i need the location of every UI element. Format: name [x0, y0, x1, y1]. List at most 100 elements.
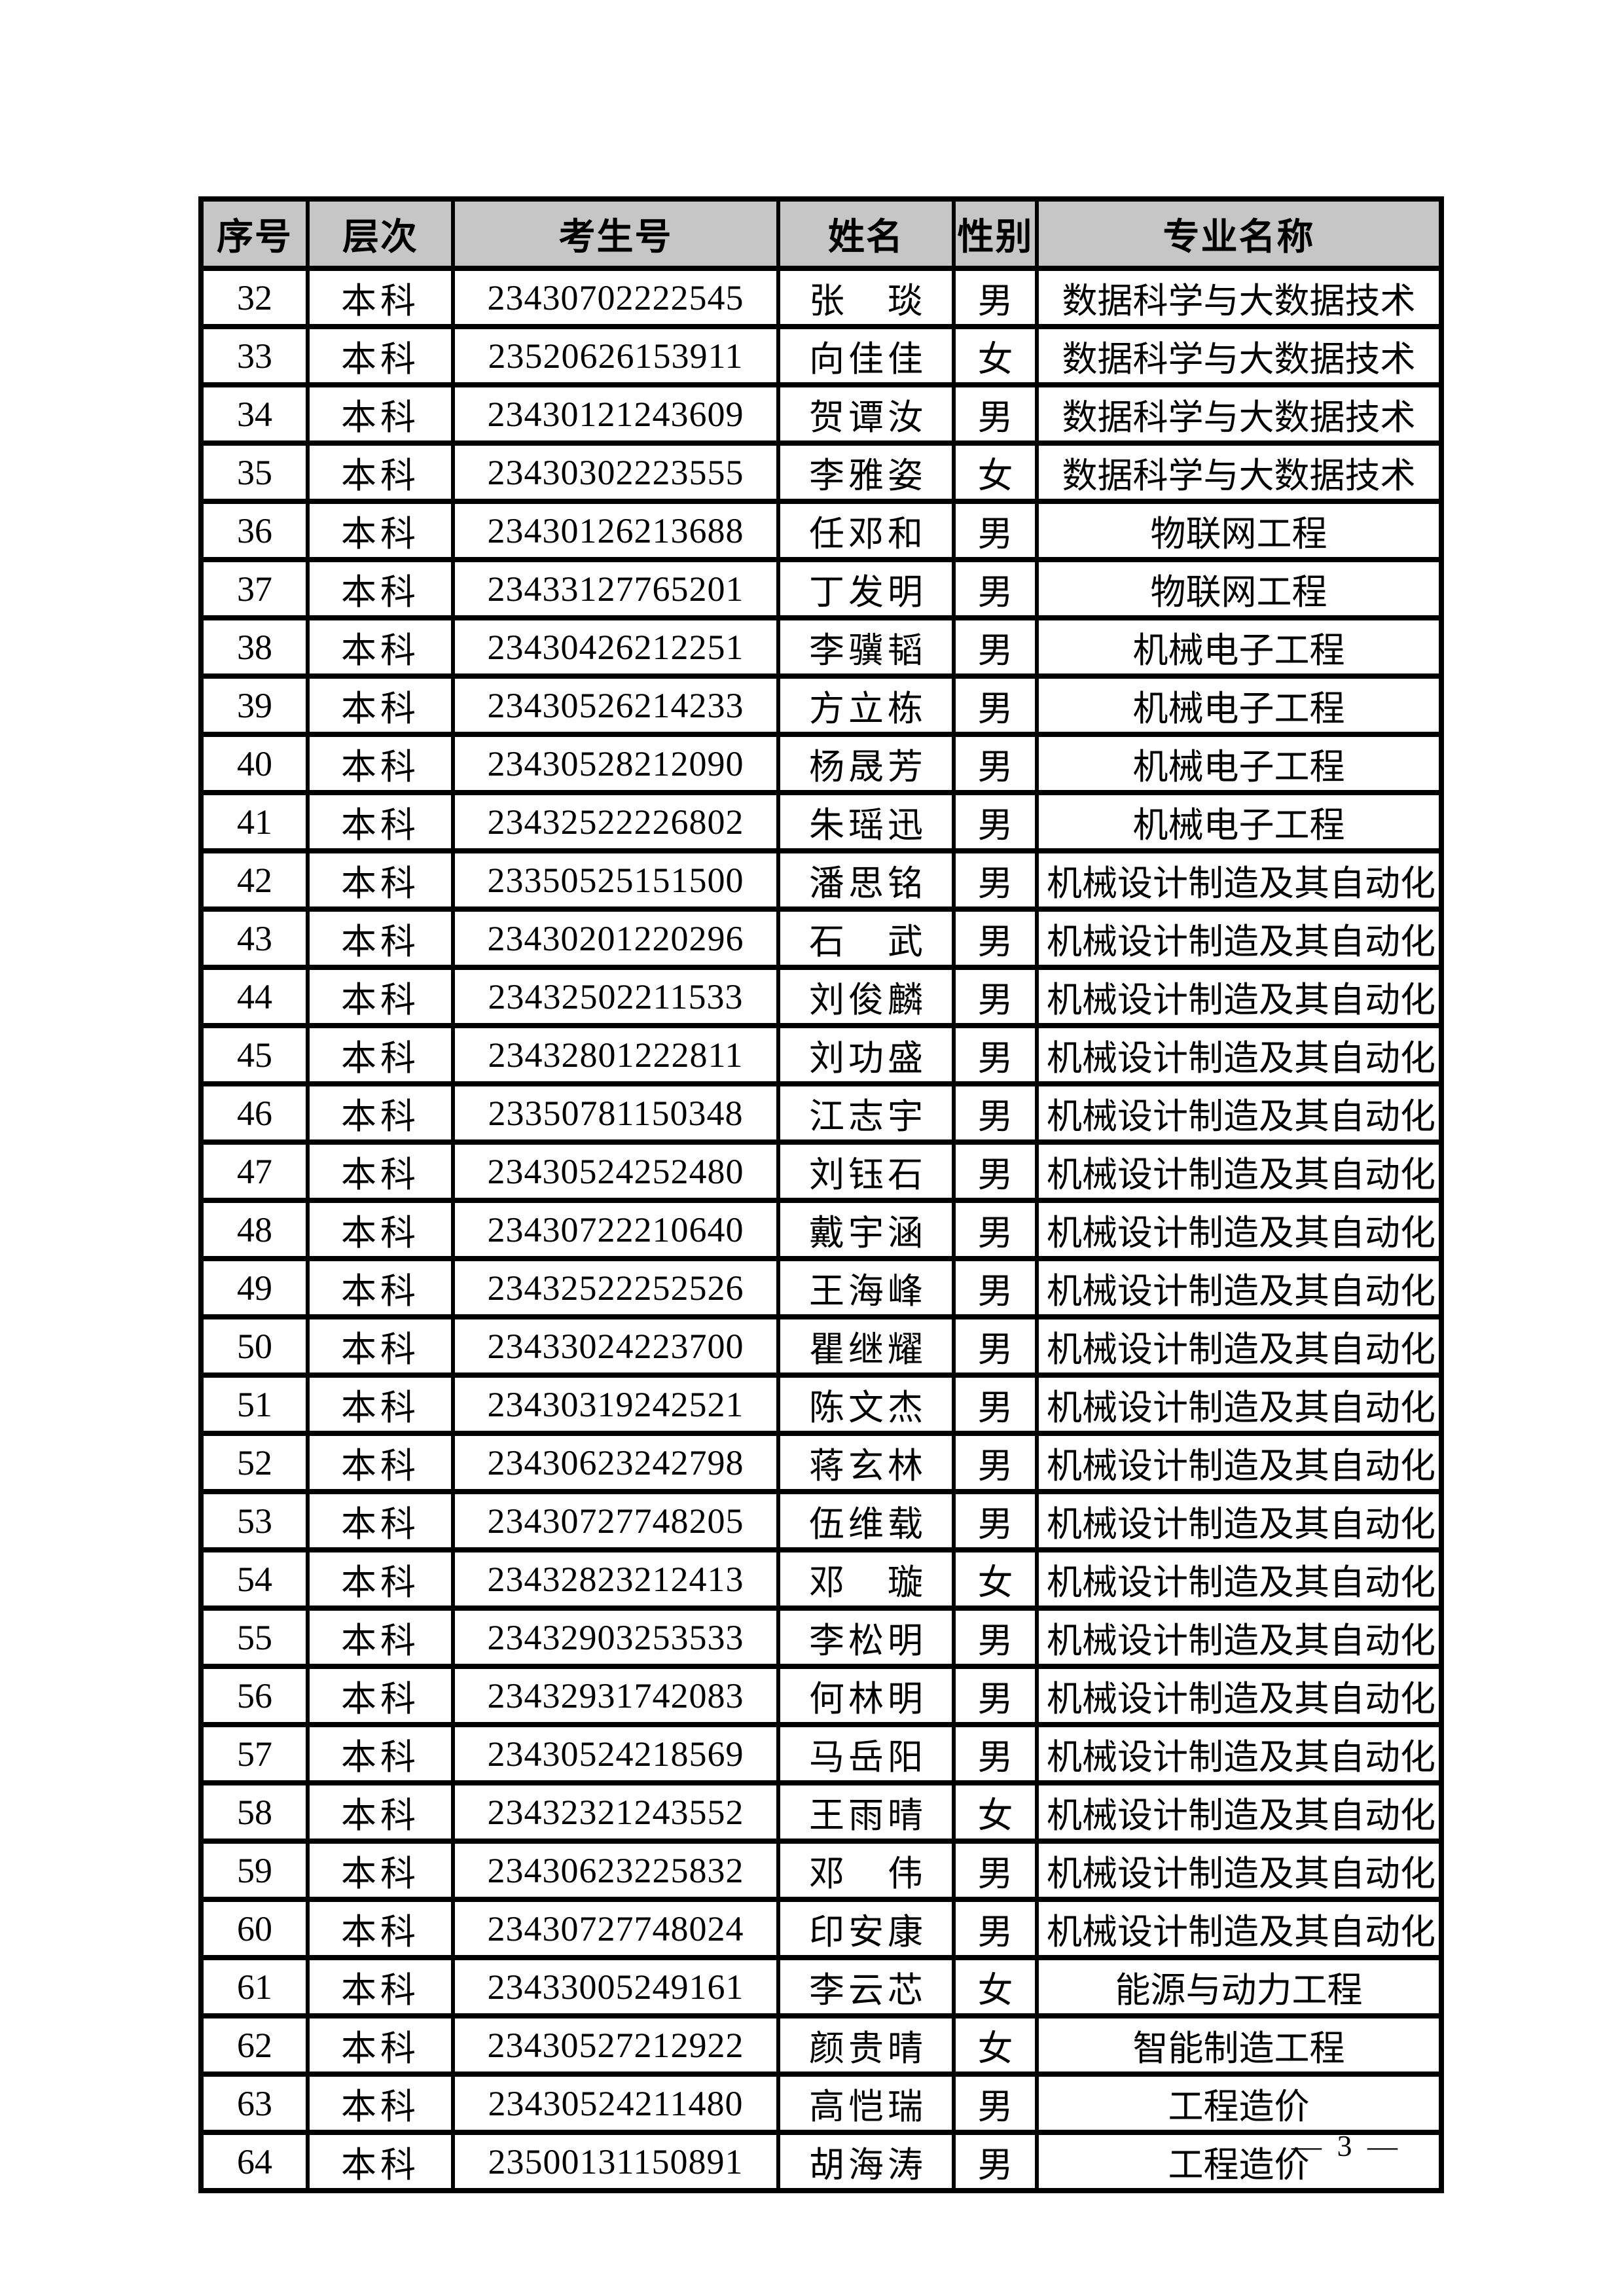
cell-seq: 55: [199, 1605, 310, 1669]
cell-candidate-no: 23430121243609: [451, 382, 780, 446]
table-row: 32 本科 23430702222545 张 琰男数据科学与大数据技术: [199, 266, 1443, 329]
table-row: 49 本科 23432522252526 王海峰男机械设计制造及其自动化: [199, 1256, 1443, 1319]
cell-name: 朱瑶迅: [776, 790, 956, 853]
cell-name: 王雨晴: [776, 1780, 956, 1844]
cell-candidate-no: 23350781150348: [451, 1081, 780, 1145]
cell-level: 本科: [306, 2072, 455, 2135]
cell-seq: 50: [199, 1314, 310, 1378]
cell-candidate-no: 23430623242798: [451, 1431, 780, 1494]
table-row: 51 本科 23430319242521 陈文杰男机械设计制造及其自动化: [199, 1372, 1443, 1436]
cell-seq: 49: [199, 1256, 310, 1319]
cell-seq: 34: [199, 382, 310, 446]
cell-seq: 52: [199, 1431, 310, 1494]
cell-name: 印安康: [776, 1897, 956, 1960]
cell-seq: 45: [199, 1023, 310, 1086]
cell-name: 邓 伟: [776, 1839, 956, 1902]
cell-seq: 51: [199, 1372, 310, 1436]
cell-gender: 女: [952, 1547, 1039, 1611]
cell-candidate-no: 23430702222545: [451, 266, 780, 329]
cell-candidate-no: 23432801222811: [451, 1023, 780, 1086]
cell-seq: 62: [199, 2013, 310, 2077]
cell-major: 工程造价: [1035, 2130, 1443, 2193]
cell-level: 本科: [306, 1081, 455, 1145]
cell-major: 机械设计制造及其自动化: [1035, 1314, 1443, 1378]
cell-candidate-no: 23432522252526: [451, 1256, 780, 1319]
table-row: 42 本科 23350525151500 潘思铭男机械设计制造及其自动化: [199, 848, 1443, 912]
cell-gender: 男: [952, 557, 1039, 620]
cell-major: 物联网工程: [1035, 499, 1443, 562]
cell-level: 本科: [306, 1839, 455, 1902]
table-row: 45 本科 23432801222811 刘功盛男机械设计制造及其自动化: [199, 1023, 1443, 1086]
cell-level: 本科: [306, 2130, 455, 2193]
cell-name: 杨晟芳: [776, 732, 956, 795]
cell-level: 本科: [306, 266, 455, 329]
table-row: 62 本科 23430527212922 颜贵晴女智能制造工程: [199, 2013, 1443, 2077]
cell-gender: 男: [952, 2130, 1039, 2193]
cell-gender: 男: [952, 732, 1039, 795]
cell-major: 机械设计制造及其自动化: [1035, 1081, 1443, 1145]
table-row: 54 本科 23432823212413 邓 璇女机械设计制造及其自动化: [199, 1547, 1443, 1611]
table-row: 35 本科 23430302223555 李雅姿女数据科学与大数据技术: [199, 440, 1443, 504]
cell-level: 本科: [306, 1897, 455, 1960]
cell-seq: 39: [199, 673, 310, 737]
cell-name: 丁发明: [776, 557, 956, 620]
cell-name: 王海峰: [776, 1256, 956, 1319]
cell-seq: 37: [199, 557, 310, 620]
cell-seq: 58: [199, 1780, 310, 1844]
table-row: 53 本科 23430727748205 伍维载男机械设计制造及其自动化: [199, 1489, 1443, 1552]
cell-level: 本科: [306, 1605, 455, 1669]
table-row: 40 本科 23430528212090 杨晟芳男机械电子工程: [199, 732, 1443, 795]
cell-name: 邓 璇: [776, 1547, 956, 1611]
cell-gender: 男: [952, 266, 1039, 329]
cell-major: 机械设计制造及其自动化: [1035, 1839, 1443, 1902]
cell-candidate-no: 23432823212413: [451, 1547, 780, 1611]
cell-level: 本科: [306, 1023, 455, 1086]
cell-candidate-no: 23430623225832: [451, 1839, 780, 1902]
table-row: 46 本科 23350781150348 江志宇男机械设计制造及其自动化: [199, 1081, 1443, 1145]
cell-name: 刘钰石: [776, 1139, 956, 1203]
cell-gender: 女: [952, 440, 1039, 504]
cell-gender: 女: [952, 2013, 1039, 2077]
cell-gender: 男: [952, 1314, 1039, 1378]
cell-candidate-no: 23430201220296: [451, 906, 780, 970]
cell-seq: 32: [199, 266, 310, 329]
cell-level: 本科: [306, 1547, 455, 1611]
table-row: 41 本科 23432522226802 朱瑶迅男机械电子工程: [199, 790, 1443, 853]
cell-major: 数据科学与大数据技术: [1035, 324, 1443, 387]
cell-seq: 53: [199, 1489, 310, 1552]
cell-name: 马岳阳: [776, 1722, 956, 1785]
cell-level: 本科: [306, 499, 455, 562]
cell-major: 机械设计制造及其自动化: [1035, 965, 1443, 1028]
cell-seq: 47: [199, 1139, 310, 1203]
cell-name: 任邓和: [776, 499, 956, 562]
cell-gender: 男: [952, 1664, 1039, 1727]
cell-candidate-no: 23520626153911: [451, 324, 780, 387]
table-row: 58 本科 23432321243552 王雨晴女机械设计制造及其自动化: [199, 1780, 1443, 1844]
cell-candidate-no: 23432931742083: [451, 1664, 780, 1727]
cell-level: 本科: [306, 1780, 455, 1844]
cell-name: 高恺瑞: [776, 2072, 956, 2135]
cell-candidate-no: 23432903253533: [451, 1605, 780, 1669]
cell-seq: 41: [199, 790, 310, 853]
header-cell-seq: 序号: [199, 196, 310, 271]
table-row: 44 本科 23432502211533 刘俊麟男机械设计制造及其自动化: [199, 965, 1443, 1028]
cell-candidate-no: 23432522226802: [451, 790, 780, 853]
cell-candidate-no: 23430727748024: [451, 1897, 780, 1960]
cell-gender: 男: [952, 615, 1039, 679]
cell-level: 本科: [306, 790, 455, 853]
cell-major: 机械设计制造及其自动化: [1035, 1256, 1443, 1319]
cell-level: 本科: [306, 2013, 455, 2077]
table-row: 61 本科 23433005249161 李云芯女能源与动力工程: [199, 1955, 1443, 2018]
table-row: 39 本科 23430526214233 方立栋男机械电子工程: [199, 673, 1443, 737]
cell-level: 本科: [306, 1198, 455, 1261]
cell-level: 本科: [306, 965, 455, 1028]
table-row: 59 本科 23430623225832 邓 伟男机械设计制造及其自动化: [199, 1839, 1443, 1902]
table-row: 37 本科 23433127765201 丁发明男物联网工程: [199, 557, 1443, 620]
cell-seq: 64: [199, 2130, 310, 2193]
cell-major: 机械电子工程: [1035, 673, 1443, 737]
cell-name: 刘俊麟: [776, 965, 956, 1028]
table-row: 33 本科 23520626153911 向佳佳女数据科学与大数据技术: [199, 324, 1443, 387]
cell-level: 本科: [306, 1372, 455, 1436]
table-row: 36 本科 23430126213688 任邓和男物联网工程: [199, 499, 1443, 562]
cell-name: 石 武: [776, 906, 956, 970]
